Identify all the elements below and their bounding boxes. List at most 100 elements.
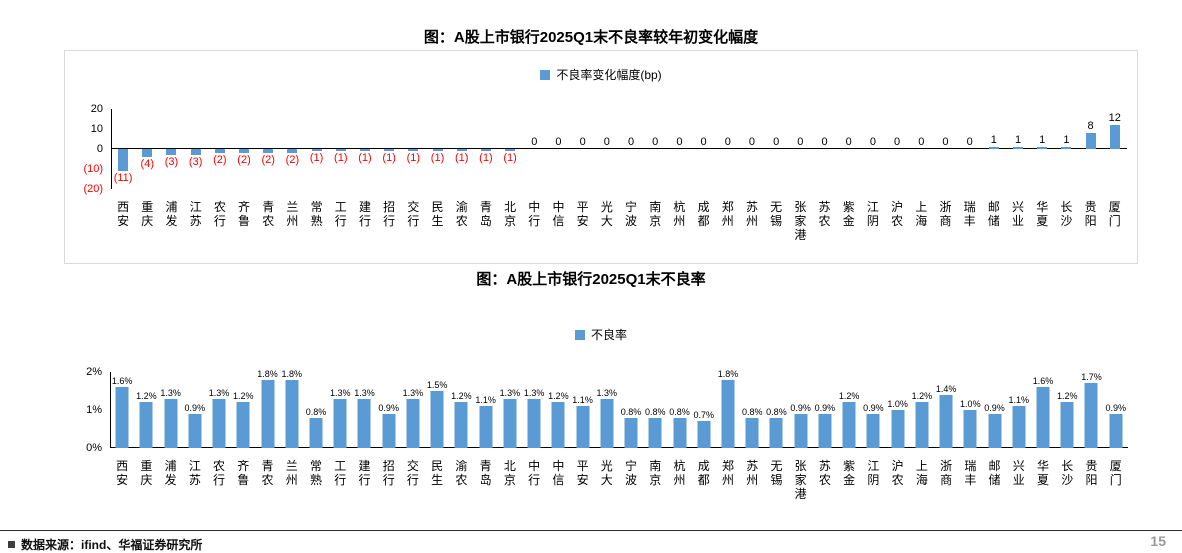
- legend-marker-icon: [574, 329, 585, 340]
- bar-area: (2): [256, 109, 280, 189]
- bar-column: 1.2% 长 沙: [1055, 372, 1079, 487]
- bar: [576, 406, 590, 448]
- bar-value-label: 0: [918, 136, 925, 148]
- bar-column: 1.3% 建 行: [352, 372, 376, 488]
- bar-column: 0 江 阴: [861, 109, 885, 228]
- bar-value-label: 1.1%: [1008, 395, 1030, 406]
- bar: [551, 402, 565, 448]
- bar-column: 1 邮 储: [982, 109, 1006, 228]
- bar-area: 1.3%: [498, 372, 522, 448]
- bar-value-label: 0: [700, 136, 707, 148]
- x-axis-label: 宁 波: [625, 200, 638, 229]
- x-axis-label: 江 阴: [866, 200, 879, 229]
- x-axis-label: 兰 州: [285, 459, 298, 488]
- x-axis-label: 工 行: [334, 459, 347, 488]
- bar-area: 0: [522, 109, 546, 189]
- bar: [1013, 147, 1024, 149]
- bar-area: 0.8%: [740, 372, 764, 448]
- x-axis-label: 成 都: [697, 200, 710, 229]
- bar: [335, 149, 346, 151]
- bar-area: 0: [692, 109, 716, 189]
- bar: [239, 149, 250, 153]
- x-axis-label: 交 行: [407, 200, 420, 229]
- x-axis-label: 交 行: [406, 459, 419, 488]
- x-axis-label: 平 安: [576, 459, 589, 488]
- bar-value-label: 1.2%: [548, 391, 569, 402]
- bar: [988, 413, 1002, 448]
- bar: [1084, 383, 1098, 448]
- bar-value-label: 1.6%: [111, 376, 133, 387]
- bar-value-label: 0.8%: [620, 406, 642, 417]
- bar-value-label: (2): [285, 154, 300, 166]
- bar-value-label: (3): [188, 156, 203, 168]
- bar: [357, 398, 371, 448]
- bar-value-label: 0.8%: [741, 406, 763, 417]
- x-axis-label: 青 农: [262, 200, 275, 229]
- chart1-y-axis: 20 10 0 (10) (20): [65, 103, 111, 195]
- bar: [697, 421, 711, 448]
- x-axis-label: 青 农: [261, 459, 274, 488]
- bar-value-label: 0: [797, 136, 804, 148]
- bar-column: 1.1% 平 安: [570, 372, 594, 487]
- bar-column: 1.2% 渝 农: [449, 372, 473, 487]
- bar: [624, 417, 638, 448]
- bar-column: 1.8% 兰 州: [280, 369, 304, 488]
- bar-column: (1) 招 行: [377, 109, 401, 228]
- bar-column: 1.1% 兴 业: [1007, 372, 1031, 487]
- x-axis-label: 邮 储: [988, 459, 1001, 488]
- x-axis-label: 北 京: [503, 459, 516, 488]
- x-axis-label: 渝 农: [455, 200, 468, 229]
- bar-value-label: 1.1%: [475, 395, 496, 406]
- x-axis-label: 中 信: [552, 200, 565, 229]
- x-axis-label: 苏 农: [818, 459, 831, 488]
- bar-area: 0.9%: [813, 372, 837, 448]
- y-axis-tick: 0%: [86, 442, 102, 454]
- bar-area: 0: [595, 109, 619, 189]
- bar: [456, 149, 467, 151]
- footer-source-text: 数据来源：ifind、华福证券研究所: [21, 538, 203, 552]
- bar: [406, 398, 420, 448]
- bar-value-label: (3): [164, 156, 179, 168]
- y-axis-tick: 20: [90, 103, 103, 115]
- bar-value-label: 8: [1087, 120, 1094, 132]
- bar-value-label: 1.3%: [499, 387, 521, 398]
- bar-column: (1) 常 熟: [305, 109, 329, 228]
- bar-area: 0: [958, 109, 982, 189]
- bar-area: 0.8%: [764, 372, 788, 448]
- x-axis-label: 建 行: [358, 200, 371, 229]
- bar-value-label: 0: [603, 136, 610, 148]
- bar-column: 1.0% 沪 农: [886, 372, 910, 487]
- bar-area: (4): [135, 109, 159, 189]
- bar-area: 0.8%: [619, 372, 643, 448]
- bar-value-label: 0.8%: [305, 406, 327, 417]
- bar-column: 1.0% 瑞 丰: [958, 372, 982, 487]
- bar-area: 0: [667, 109, 691, 189]
- x-axis-label: 苏 州: [745, 200, 758, 229]
- bar-value-label: 1.6%: [1032, 376, 1054, 387]
- bar-area: 0: [716, 109, 740, 189]
- bar: [311, 149, 322, 151]
- bar-column: 1.2% 齐 鲁: [231, 372, 255, 487]
- bar-column: 0 上 海: [909, 109, 933, 228]
- bar-area: (1): [474, 109, 498, 189]
- x-axis-label: 沪 农: [891, 459, 904, 488]
- chart2-title: 图：A股上市银行2025Q1末不良率: [476, 271, 706, 288]
- bar: [794, 413, 808, 448]
- bar-column: 0.8% 无 锡: [764, 372, 788, 488]
- x-axis-label: 民 生: [431, 200, 444, 229]
- bar: [454, 402, 468, 448]
- bar-column: 0.9% 江 苏: [183, 372, 207, 487]
- x-axis-label: 光 大: [600, 459, 613, 488]
- bar-value-label: 0.9%: [984, 402, 1005, 413]
- bar-value-label: (1): [430, 152, 445, 164]
- chart2-legend-label: 不良率: [590, 328, 627, 342]
- bar-area: 0: [764, 109, 788, 189]
- bar-column: 1.2% 紫 金: [837, 372, 861, 487]
- bar-value-label: 0: [676, 136, 683, 148]
- bar-column: (2) 农 行: [208, 109, 232, 228]
- bar-value-label: 0: [748, 136, 756, 148]
- bar-column: 0 成 都: [692, 109, 716, 228]
- npl-plot: 2% 1% 0% 1.6% 西 安 1.2% 重 庆 1.3% 浦 发 0.9% 江 苏 1.3% 农…: [64, 366, 1138, 501]
- bar-area: 0: [909, 109, 933, 189]
- bar-area: 1: [1006, 109, 1030, 189]
